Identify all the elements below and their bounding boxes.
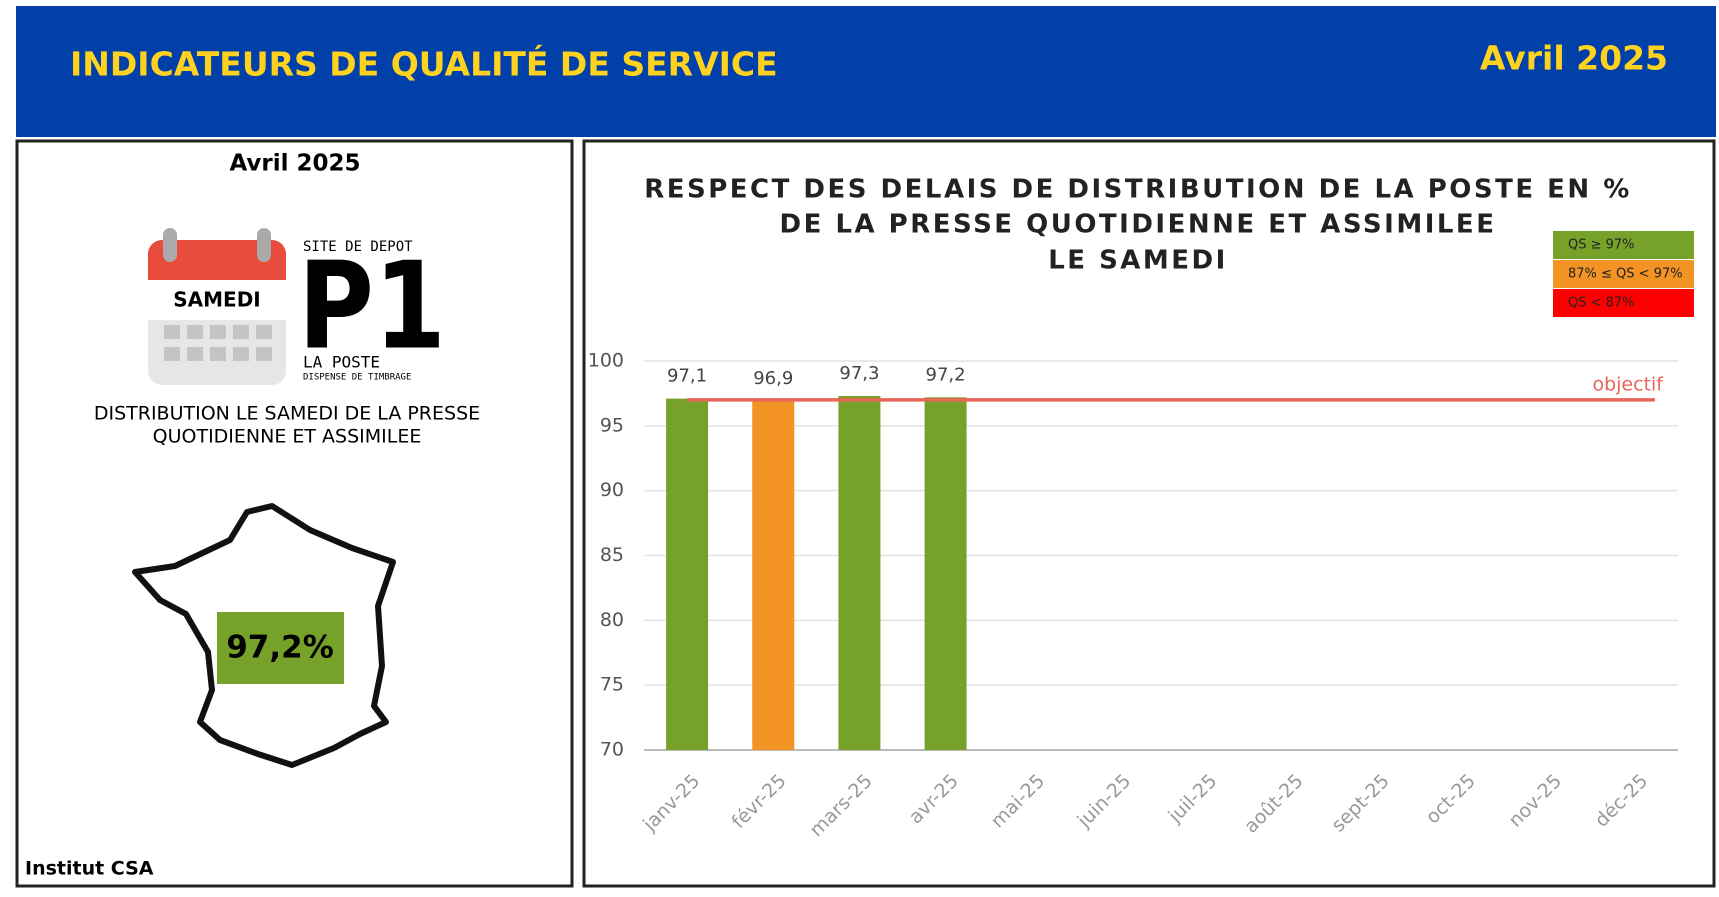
right-panel bbox=[582, 139, 1716, 888]
bar bbox=[924, 397, 967, 750]
x-tick-label: déc-25 bbox=[1591, 770, 1653, 832]
calendar-icon bbox=[148, 228, 286, 385]
description: DISTRIBUTION LE SAMEDI DE LA PRESSE bbox=[94, 403, 480, 425]
footer: Institut CSA bbox=[25, 858, 154, 880]
y-tick-label: 95 bbox=[600, 414, 624, 436]
y-tick-label: 85 bbox=[600, 544, 624, 566]
x-tick-label: avr-25 bbox=[905, 770, 963, 828]
logo-sub: DISPENSE DE TIMBRAGE bbox=[303, 373, 411, 383]
logo-brand: LA POSTE bbox=[303, 353, 380, 372]
data-label: 97,1 bbox=[667, 366, 707, 387]
x-tick-label: oct-25 bbox=[1422, 770, 1480, 828]
x-tick-label: mars-25 bbox=[805, 770, 876, 841]
y-tick-label: 70 bbox=[600, 739, 624, 761]
chart-title: RESPECT DES DELAIS DE DISTRIBUTION DE LA… bbox=[644, 175, 1632, 205]
header-title: INDICATEURS DE QUALITÉ DE SERVICE bbox=[70, 44, 778, 84]
x-tick-label: sept-25 bbox=[1327, 770, 1394, 837]
calendar-label: SAMEDI bbox=[173, 288, 261, 312]
data-label: 96,9 bbox=[753, 368, 793, 389]
legend-label: QS < 87% bbox=[1568, 296, 1635, 311]
data-label: 97,3 bbox=[839, 363, 879, 384]
y-tick-label: 80 bbox=[600, 609, 624, 631]
logo-code: P1 bbox=[298, 238, 446, 377]
chart-title: LE SAMEDI bbox=[1048, 246, 1228, 276]
legend-swatch bbox=[1553, 231, 1694, 259]
header-date: Avril 2025 bbox=[1480, 39, 1668, 78]
legend-swatch bbox=[1553, 260, 1694, 288]
legend-label: QS ≥ 97% bbox=[1568, 238, 1635, 253]
y-tick-label: 100 bbox=[588, 350, 624, 372]
chart-title: DE LA PRESSE QUOTIDIENNE ET ASSIMILEE bbox=[780, 210, 1497, 240]
x-tick-label: févr-25 bbox=[728, 770, 791, 833]
objective-label: objectif bbox=[1592, 373, 1664, 395]
x-tick-label: août-25 bbox=[1240, 770, 1308, 838]
x-tick-label: nov-25 bbox=[1504, 770, 1566, 832]
description: QUOTIDIENNE ET ASSIMILEE bbox=[153, 426, 422, 448]
x-tick-label: juil-25 bbox=[1164, 770, 1222, 828]
data-label: 97,2 bbox=[926, 364, 966, 385]
value-box bbox=[217, 612, 344, 684]
x-tick-label: juin-25 bbox=[1073, 770, 1136, 833]
y-tick-label: 90 bbox=[600, 479, 624, 501]
legend-swatch bbox=[1553, 289, 1694, 317]
bar bbox=[666, 398, 709, 750]
panel-title: Avril 2025 bbox=[229, 151, 360, 177]
x-tick-label: janv-25 bbox=[638, 770, 704, 836]
logo-top: SITE DE DEPOT bbox=[303, 239, 413, 255]
legend-label: 87% ≤ QS < 97% bbox=[1568, 267, 1683, 282]
chart: RESPECT DES DELAIS DE DISTRIBUTION DE LA… bbox=[588, 175, 1694, 841]
value-text: 97,2% bbox=[226, 630, 334, 666]
y-tick-label: 75 bbox=[600, 674, 624, 696]
header-bar bbox=[16, 6, 1716, 137]
bar bbox=[838, 396, 881, 750]
bar bbox=[752, 401, 795, 750]
left-panel bbox=[15, 139, 574, 888]
x-tick-label: mai-25 bbox=[987, 770, 1050, 833]
